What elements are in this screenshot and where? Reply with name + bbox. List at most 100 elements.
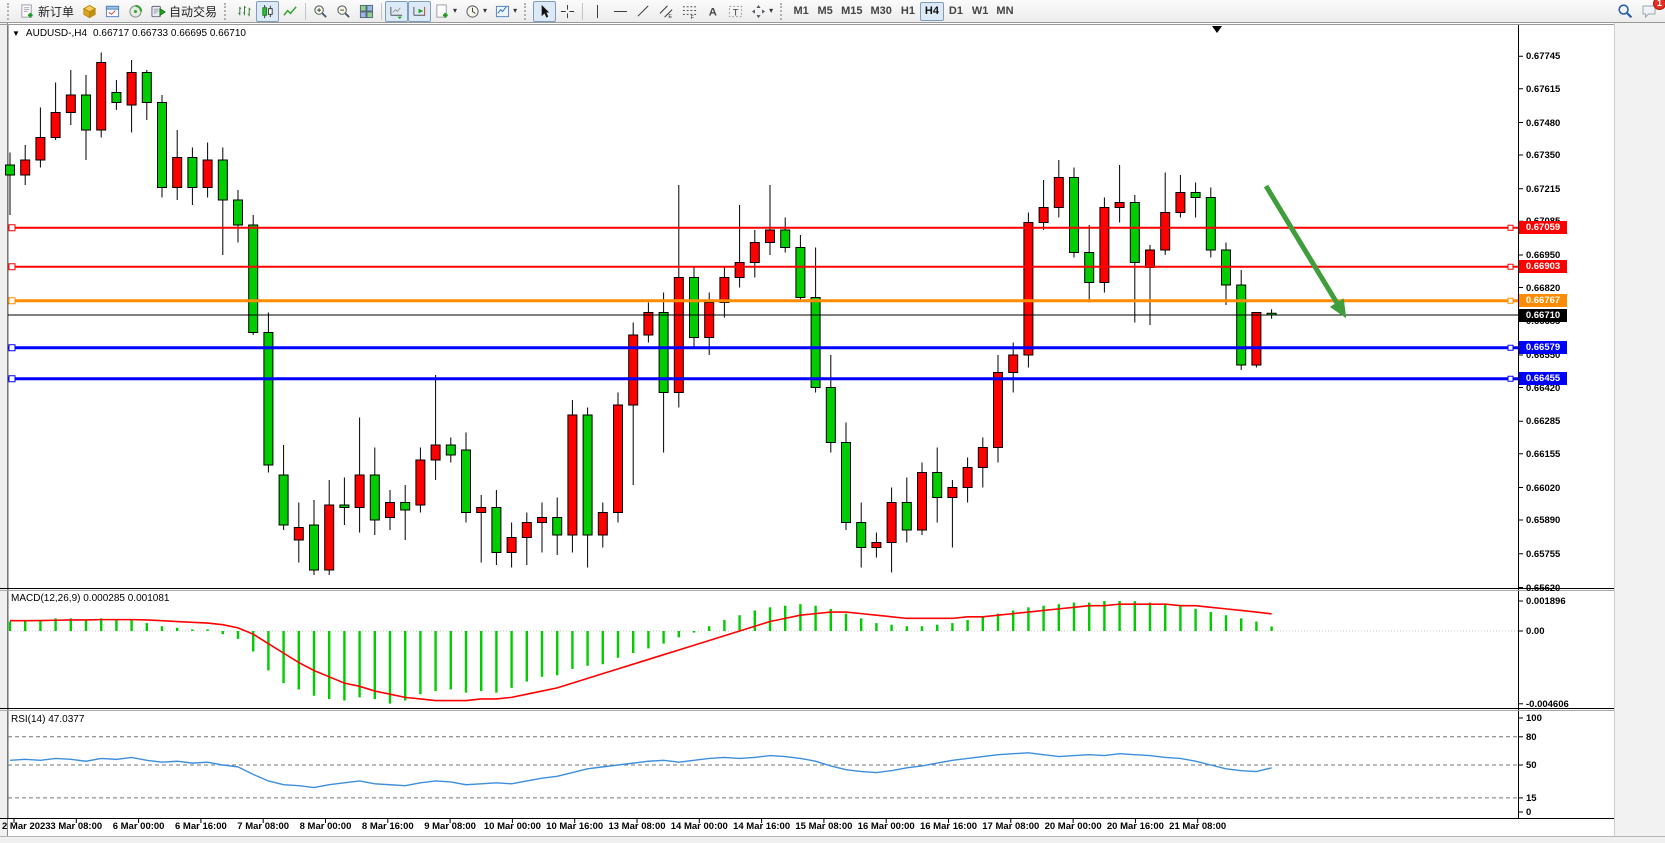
new-chart-icon (436, 3, 448, 18)
line-chart-button[interactable] (279, 1, 302, 22)
chart-title: ▼ AUDUSD-,H4 0.66717 0.66733 0.66695 0.6… (12, 28, 246, 39)
macd-histogram (8, 600, 1518, 704)
vertical-line-button[interactable] (586, 1, 609, 22)
auto-trading-button[interactable]: 自动交易 (147, 1, 221, 22)
chevron-down-icon: ▾ (513, 6, 518, 15)
price-tick-label: 0.66285 (1526, 416, 1561, 428)
rsi-level-label: 50 (1526, 760, 1537, 771)
period-button[interactable]: ▾ (461, 1, 491, 22)
data-window-icon (105, 5, 120, 17)
time-axis-label: 15 Mar 08:00 (795, 821, 853, 832)
auto-scroll-icon (390, 6, 403, 19)
rsi-level-label: 0 (1526, 807, 1532, 818)
time-axis-label: 20 Mar 16:00 (1106, 821, 1164, 832)
timeframe-H4[interactable]: H4 (919, 1, 944, 21)
macd-axis-label: 0.00 (1526, 626, 1545, 637)
time-axis-label: 17 Mar 08:00 (982, 821, 1040, 832)
text-button[interactable]: A (701, 1, 724, 22)
bar-chart-button[interactable] (233, 1, 256, 22)
toolbar-separator (305, 2, 307, 20)
chart-collapse-icon[interactable]: ▼ (12, 29, 20, 38)
timeframe-M5[interactable]: M5 (813, 2, 837, 21)
macd-axis-label: -0.004606 (1526, 698, 1569, 710)
search-button[interactable] (1613, 1, 1637, 22)
time-axis-label: 14 Mar 16:00 (733, 821, 791, 832)
toolbar-grip[interactable] (224, 2, 230, 20)
price-line-tag: 0.66767 (1519, 294, 1567, 308)
cursor-icon (541, 4, 550, 18)
rsi-level-label: 80 (1526, 731, 1537, 743)
trend-arrow (1263, 184, 1347, 319)
new-order-label: 新订单 (38, 4, 75, 19)
market-watch-button[interactable] (78, 1, 101, 22)
chevron-down-icon: ▾ (769, 6, 774, 15)
candlestick-chart-button[interactable] (256, 0, 280, 22)
zoom-in-button[interactable] (309, 1, 332, 22)
equidistant-channel-icon: E (659, 5, 673, 19)
template-icon (496, 5, 510, 17)
price-tick-label: 0.67745 (1526, 51, 1561, 63)
window-bottom-edge (0, 836, 1665, 843)
rsi-level-label: 100 (1526, 713, 1542, 724)
svg-text:E: E (668, 14, 672, 19)
price-line-tag: 0.66710 (1519, 308, 1567, 322)
new-chart-button[interactable]: ▾ (431, 1, 461, 22)
trendline-button[interactable] (632, 1, 655, 22)
time-axis-label: 8 Mar 16:00 (361, 821, 414, 832)
crosshair-button[interactable] (556, 1, 579, 22)
toolbar-grip[interactable] (780, 2, 786, 20)
time-axis-label: 20 Mar 00:00 (1044, 821, 1102, 832)
time-axis-label: 13 Mar 08:00 (608, 821, 666, 832)
search-icon (1618, 4, 1633, 19)
timeframe-MN[interactable]: MN (992, 2, 1017, 21)
shapes-button[interactable]: ▾ (747, 1, 777, 22)
timeframe-M1[interactable]: M1 (789, 2, 813, 21)
template-button[interactable]: ▾ (491, 1, 521, 22)
toolbar-grip[interactable] (7, 2, 13, 20)
timeframe-H1[interactable]: H1 (896, 2, 920, 21)
clock-icon (466, 4, 479, 18)
auto-trading-icon (151, 5, 166, 17)
time-axis-label: 10 Mar 00:00 (483, 821, 541, 832)
rsi-level-label: 15 (1526, 792, 1537, 804)
zoom-out-icon (337, 4, 350, 18)
price-line-tag: 0.66455 (1519, 372, 1567, 386)
chart-shift-button[interactable] (408, 0, 432, 22)
time-axis-label: 14 Mar 00:00 (670, 821, 728, 832)
timeframe-D1[interactable]: D1 (944, 2, 968, 21)
fibonacci-button[interactable]: F (678, 1, 701, 22)
toolbar-grip[interactable] (524, 2, 530, 20)
price-tick-label: 0.67215 (1526, 183, 1561, 195)
chart-shift-marker[interactable] (1212, 26, 1222, 33)
price-tick-label: 0.65890 (1526, 515, 1561, 526)
horizontal-line-icon (614, 10, 628, 12)
time-axis-label: 3 Mar 08:00 (50, 821, 103, 832)
svg-text:F: F (691, 15, 695, 19)
equidistant-channel-button[interactable]: E (655, 1, 678, 22)
data-window-button[interactable] (101, 1, 124, 22)
auto-scroll-button[interactable] (385, 0, 409, 22)
text-label-button[interactable]: T (724, 1, 747, 22)
chat-badge: 1 (1653, 0, 1665, 10)
time-axis-label: 2 Mar 2023 (2, 821, 51, 832)
horizontal-line-button[interactable] (609, 1, 632, 22)
price-tick-label: 0.66950 (1526, 250, 1561, 261)
time-axis-label: 6 Mar 16:00 (175, 821, 227, 832)
navigator-button[interactable] (124, 1, 147, 22)
timeframe-M15[interactable]: M15 (837, 2, 866, 21)
new-order-button[interactable]: 新订单 (16, 1, 78, 22)
cursor-button[interactable] (533, 0, 557, 22)
tile-windows-button[interactable] (355, 1, 378, 22)
price-tick-label: 0.66550 (1526, 350, 1561, 361)
zoom-out-button[interactable] (332, 1, 355, 22)
timeframe-M30[interactable]: M30 (867, 2, 896, 21)
toolbar-separator (582, 2, 584, 20)
svg-text:T: T (733, 7, 739, 17)
timeframe-group: M1 M5 M15 M30 H1 H4 D1 W1 MN (789, 1, 1017, 21)
svg-text:A: A (709, 6, 717, 18)
toolbar-separator (381, 2, 383, 20)
tile-windows-icon (359, 4, 374, 18)
text-icon: A (709, 6, 717, 18)
timeframe-W1[interactable]: W1 (968, 2, 993, 21)
